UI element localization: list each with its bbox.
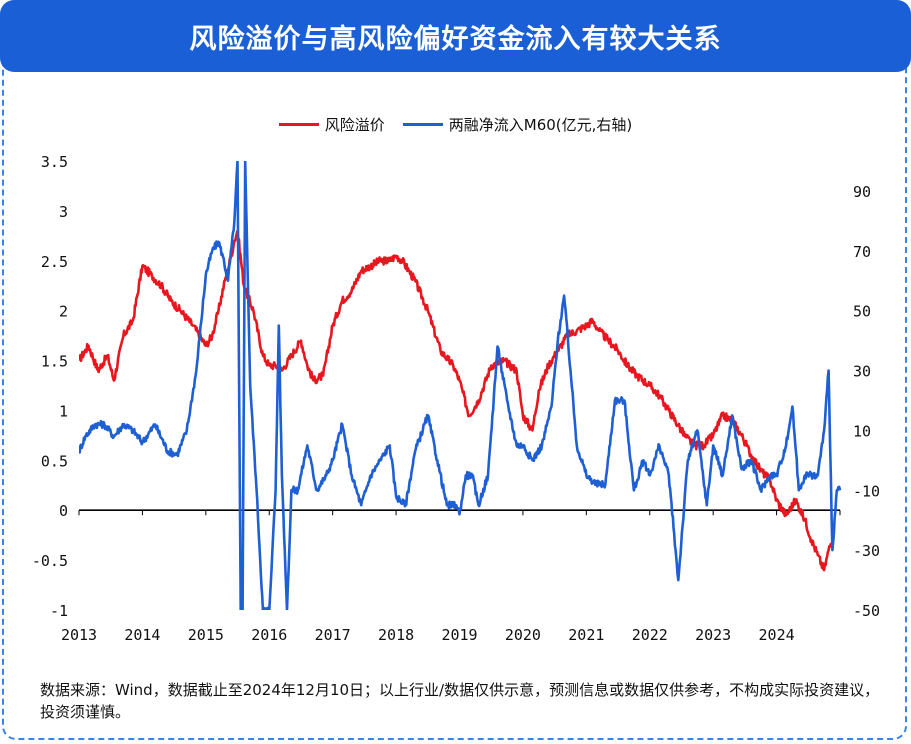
title-banner: 风险溢价与高风险偏好资金流入有较大关系 xyxy=(0,0,911,72)
x-tick-label: 2016 xyxy=(251,626,287,644)
x-tick-label: 2017 xyxy=(315,626,351,644)
y-left-tick-label: 2 xyxy=(59,303,68,321)
y-left-tick-label: 3 xyxy=(59,203,68,221)
y-left-tick-label: 0 xyxy=(59,502,68,520)
y-left-tick-label: 1 xyxy=(59,402,68,420)
y-left-tick-label: -1 xyxy=(50,602,68,620)
legend-swatch-margin-inflow xyxy=(402,123,443,126)
y-right-tick-label: -50 xyxy=(853,602,880,620)
legend-label-margin-inflow: 两融净流入M60(亿元,右轴) xyxy=(448,116,633,134)
legend: 风险溢价 两融净流入M60(亿元,右轴) xyxy=(0,114,911,135)
y-right-tick-label: 70 xyxy=(853,243,871,261)
y-right-tick-label: -30 xyxy=(853,542,880,560)
x-tick-label: 2022 xyxy=(632,626,668,644)
y-left-tick-label: 1.5 xyxy=(41,353,68,371)
source-footnote: 数据来源：Wind，数据截止至2024年12月10日；以上行业/数据仅供示意，预… xyxy=(40,681,880,721)
x-tick-label: 2024 xyxy=(759,626,795,644)
legend-label-risk-premium: 风险溢价 xyxy=(324,116,385,134)
x-tick-label: 2018 xyxy=(378,626,414,644)
y-right-tick-label: 90 xyxy=(853,183,871,201)
legend-item-margin-inflow: 两融净流入M60(亿元,右轴) xyxy=(402,114,633,135)
series-line-risk-premium xyxy=(79,229,835,572)
y-left-tick-label: -0.5 xyxy=(32,552,68,570)
x-tick-label: 2013 xyxy=(61,626,97,644)
y-right-tick-label: -10 xyxy=(853,482,880,500)
x-tick-label: 2019 xyxy=(441,626,477,644)
y-right-tick-label: 50 xyxy=(853,303,871,321)
legend-swatch-risk-premium xyxy=(278,123,319,126)
chart-title: 风险溢价与高风险偏好资金流入有较大关系 xyxy=(189,23,722,55)
x-tick-label: 2023 xyxy=(695,626,731,644)
x-tick-label: 2014 xyxy=(124,626,160,644)
x-tick-label: 2015 xyxy=(188,626,224,644)
y-right-tick-label: 30 xyxy=(853,363,871,381)
y-left-tick-label: 3.5 xyxy=(41,153,68,171)
y-left-tick-label: 0.5 xyxy=(41,452,68,470)
series-line-margin-inflow xyxy=(79,161,842,610)
legend-item-risk-premium: 风险溢价 xyxy=(278,114,385,135)
x-tick-label: 2020 xyxy=(505,626,541,644)
y-right-tick-label: 10 xyxy=(853,422,871,440)
y-left-tick-label: 2.5 xyxy=(41,253,68,271)
x-tick-label: 2021 xyxy=(568,626,604,644)
